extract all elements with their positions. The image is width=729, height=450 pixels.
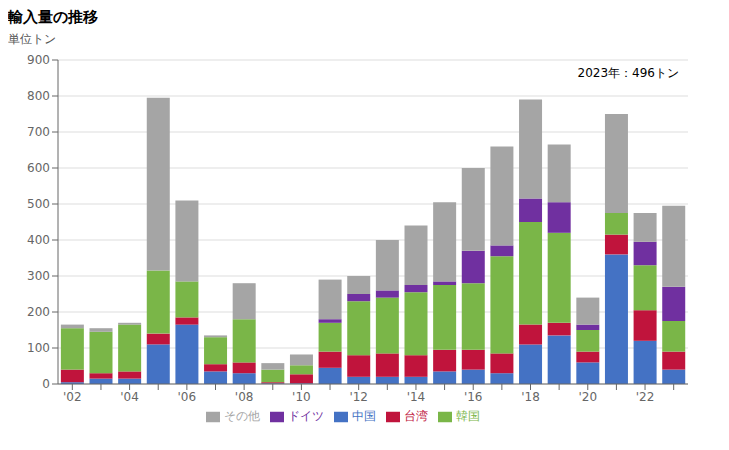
html-text:その他: その他 bbox=[224, 409, 260, 423]
svg-text:200: 200 bbox=[27, 305, 50, 319]
svg-text:'10: '10 bbox=[292, 390, 311, 404]
svg-text:400: 400 bbox=[27, 233, 50, 247]
svg-text:'20: '20 bbox=[578, 390, 597, 404]
svg-text:'12: '12 bbox=[349, 390, 368, 404]
html-text:ドイツ: ドイツ bbox=[288, 409, 324, 423]
svg-text:'22: '22 bbox=[636, 390, 655, 404]
html-text:輸入量の推移: 輸入量の推移 bbox=[8, 8, 98, 26]
svg-text:0: 0 bbox=[42, 377, 50, 391]
html-text:韓国: 韓国 bbox=[456, 409, 480, 423]
html-text:2023年：496トン: 2023年：496トン bbox=[577, 66, 679, 80]
svg-text:'04: '04 bbox=[120, 390, 139, 404]
svg-text:'08: '08 bbox=[235, 390, 254, 404]
svg-text:'02: '02 bbox=[63, 390, 82, 404]
svg-text:100: 100 bbox=[27, 341, 50, 355]
svg-text:700: 700 bbox=[27, 125, 50, 139]
html-text:単位トン: 単位トン bbox=[8, 32, 56, 46]
html-text:中国: 中国 bbox=[352, 409, 376, 423]
html-text:台湾: 台湾 bbox=[404, 409, 428, 423]
svg-text:800: 800 bbox=[27, 89, 50, 103]
svg-text:'14: '14 bbox=[407, 390, 426, 404]
svg-text:900: 900 bbox=[27, 53, 50, 67]
svg-text:500: 500 bbox=[27, 197, 50, 211]
svg-text:600: 600 bbox=[27, 161, 50, 175]
svg-text:300: 300 bbox=[27, 269, 50, 283]
svg-text:'06: '06 bbox=[178, 390, 197, 404]
svg-text:'16: '16 bbox=[464, 390, 483, 404]
svg-text:'18: '18 bbox=[521, 390, 540, 404]
